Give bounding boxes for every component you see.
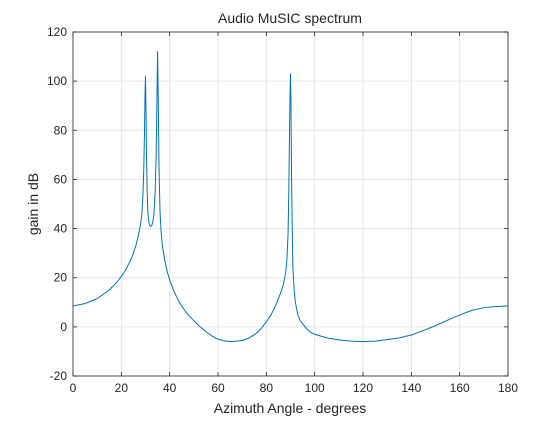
y-tick-label: -20 — [50, 369, 68, 383]
x-tick-label: 160 — [450, 381, 470, 395]
plot-box — [72, 31, 509, 377]
x-tick-label: 180 — [498, 381, 518, 395]
y-tick-label: 20 — [54, 271, 68, 285]
x-tick-label: 100 — [305, 381, 325, 395]
y-axis-title: gain in dB — [25, 173, 41, 235]
y-tick-label: 60 — [54, 172, 68, 186]
chart-title: Audio MuSIC spectrum — [218, 10, 362, 26]
y-tick-label: 40 — [54, 222, 68, 236]
spectrum-line — [72, 51, 509, 343]
x-tick-label: 0 — [70, 381, 77, 395]
series-layer — [72, 51, 509, 343]
y-tick-label: 0 — [60, 320, 67, 334]
x-tick-label: 60 — [211, 381, 225, 395]
ticks: 0 20 40 60 80 100 120 140 160 180-200204060801001… — [47, 25, 518, 395]
y-tick-label: 120 — [47, 25, 67, 39]
x-tick-label: 120 — [353, 381, 373, 395]
x-tick-label: 40 — [163, 381, 177, 395]
x-tick-label: 80 — [260, 381, 274, 395]
x-tick-label: 20 — [115, 381, 129, 395]
y-tick-label: 100 — [47, 74, 67, 88]
y-tick-label: 80 — [54, 123, 68, 137]
x-axis-title: Azimuth Angle - degrees — [214, 400, 367, 416]
x-tick-label: 140 — [401, 381, 421, 395]
